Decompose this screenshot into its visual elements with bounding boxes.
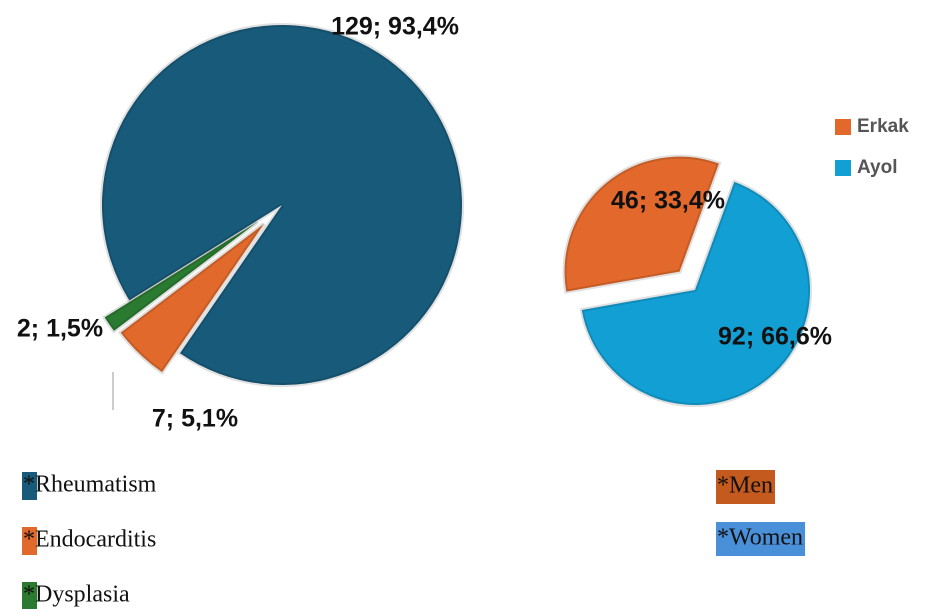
legend-swatch	[22, 527, 37, 555]
legend-swatch	[22, 582, 37, 609]
value-label: 129; 93,4%	[331, 13, 459, 41]
caption-box	[716, 522, 806, 556]
value-label: 7; 5,1%	[152, 405, 238, 433]
caption-label: *Women	[717, 525, 803, 551]
legend-label: *Rheumatism	[23, 472, 157, 498]
legend-label: *Dysplasia	[23, 582, 130, 608]
pie-slice	[117, 222, 266, 375]
legend-swatch	[22, 472, 37, 500]
legend-label: *Endocarditis	[23, 527, 156, 553]
legend-swatch	[835, 160, 851, 176]
legend-label: Erkak	[857, 116, 909, 137]
pie-slice	[562, 154, 722, 294]
caption-label: *Men	[717, 473, 773, 499]
value-label: 2; 1,5%	[17, 315, 103, 343]
pie-slice	[100, 23, 464, 387]
pie-slice	[101, 220, 259, 334]
legend-swatch	[835, 119, 851, 135]
value-label: 92; 66,6%	[718, 323, 832, 351]
pie-slice	[579, 179, 812, 407]
value-label: 46; 33,4%	[611, 187, 725, 215]
legend-label: Ayol	[857, 157, 897, 178]
caption-box	[716, 470, 775, 504]
